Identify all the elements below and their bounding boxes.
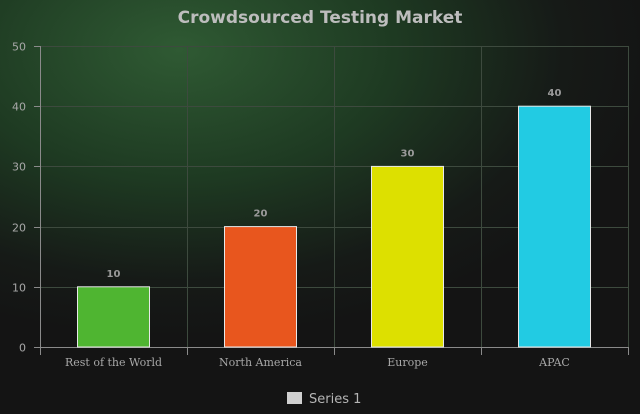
y-tick-label: 30 — [12, 161, 26, 174]
x-tick-label: Europe — [387, 356, 428, 369]
chart-title: Crowdsourced Testing Market — [178, 8, 463, 28]
legend-swatch — [287, 392, 302, 404]
y-tick-label: 40 — [12, 101, 26, 114]
gridlines — [40, 46, 629, 347]
bar — [224, 226, 297, 348]
y-tick-label: 50 — [12, 41, 26, 54]
data-label: 10 — [107, 269, 121, 280]
bar — [518, 105, 591, 348]
y-tick-label: 20 — [12, 222, 26, 235]
x-tick-label: Rest of the World — [65, 356, 162, 369]
y-tick-label: 0 — [19, 342, 26, 355]
legend-label: Series 1 — [309, 392, 361, 407]
data-label: 30 — [401, 148, 415, 159]
y-tick-label: 10 — [12, 282, 26, 295]
x-tick-label: North America — [219, 356, 302, 369]
data-labels: 10 20 30 40 — [107, 88, 562, 280]
legend: Series 1 — [287, 392, 361, 407]
bar — [77, 286, 150, 348]
x-tick-label: APAC — [538, 356, 570, 369]
data-label: 40 — [548, 88, 562, 99]
axes: 0 10 20 30 40 50 Rest of the World North Americ… — [12, 41, 629, 369]
bars — [77, 105, 591, 348]
bar — [371, 165, 444, 348]
data-label: 20 — [254, 209, 268, 220]
